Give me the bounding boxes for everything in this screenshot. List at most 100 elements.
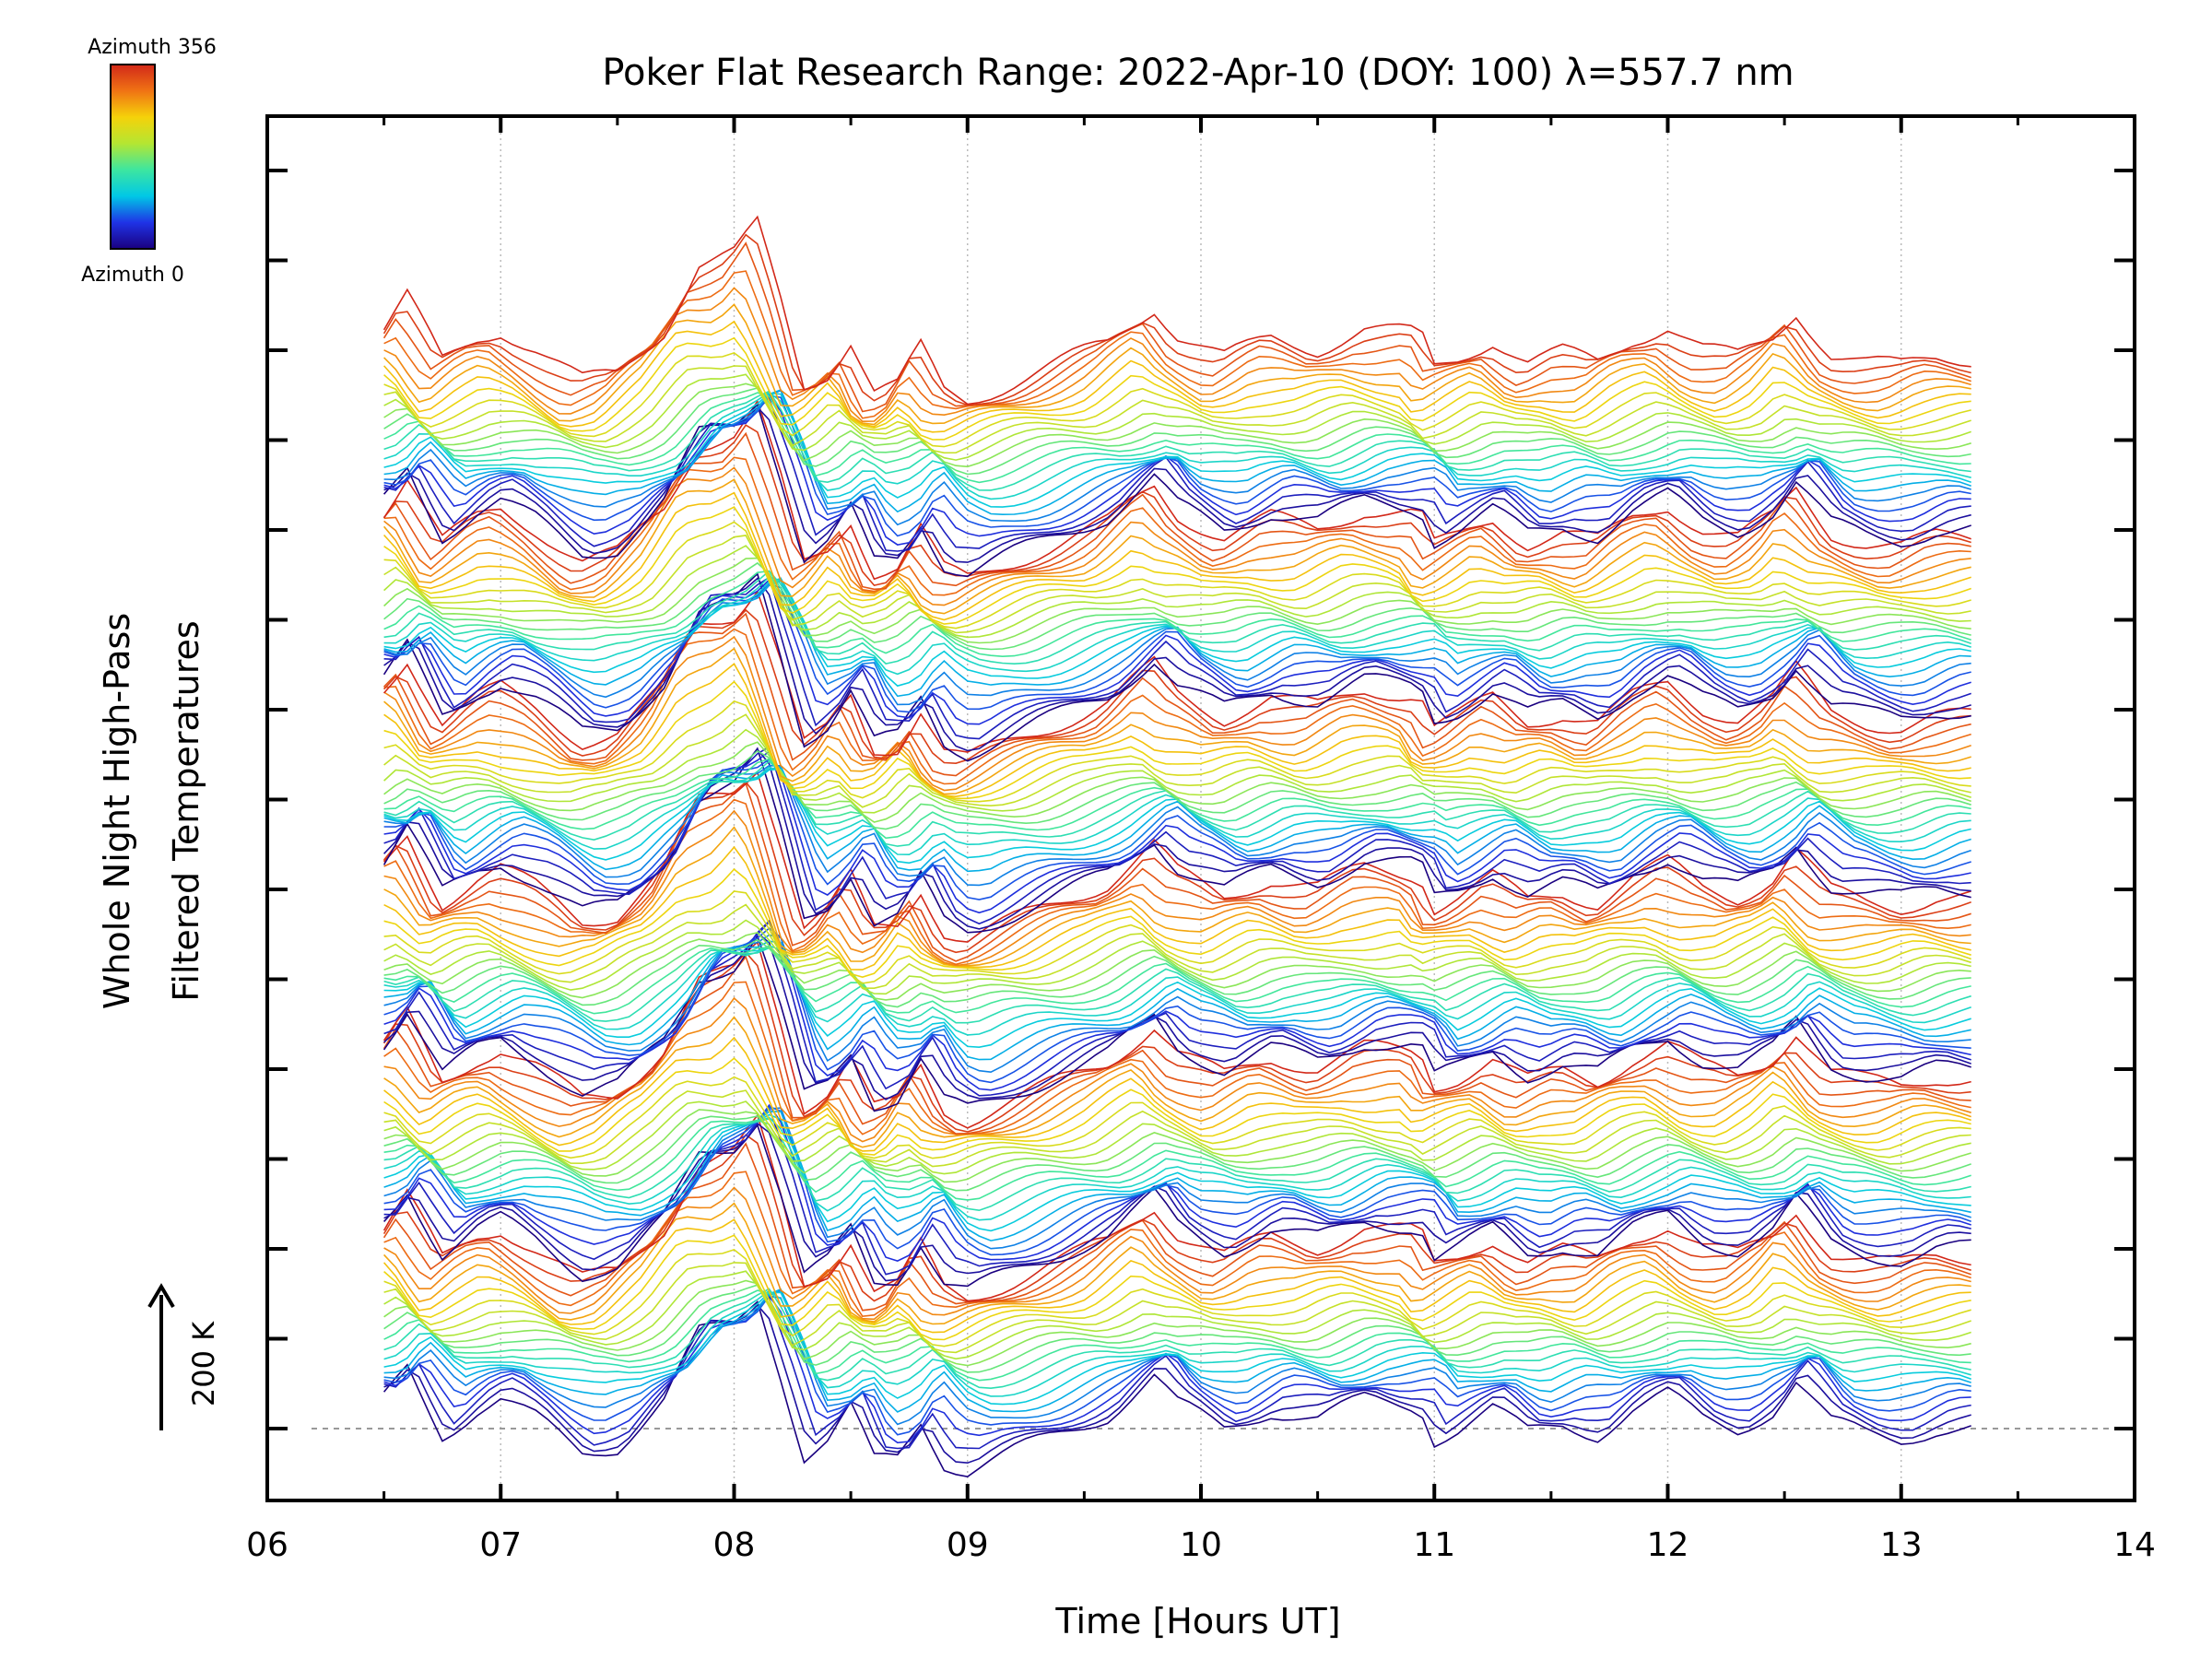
trace-67	[383, 809, 1971, 967]
trace-55	[383, 945, 1971, 1049]
trace-87	[383, 700, 1971, 803]
trace-133	[383, 373, 1971, 461]
trace-121	[383, 406, 1971, 563]
trace-34	[383, 1119, 1971, 1201]
y-axis-label-line2: Filtered Temperatures	[166, 620, 206, 1001]
trace-76	[383, 758, 1971, 900]
scale-bar-arrowhead	[147, 1283, 175, 1309]
trace-143	[382, 215, 1971, 406]
trace-134	[383, 365, 1971, 454]
colorbar-bottom-label: Azimuth 0	[81, 264, 184, 287]
trace-70	[382, 781, 1971, 954]
trace-36	[383, 1109, 1971, 1183]
trace-37	[383, 1100, 1971, 1175]
trace-84	[383, 741, 1971, 823]
trace-10	[383, 1289, 1971, 1382]
trace-117	[382, 431, 1971, 591]
x-tick-label: 11	[1413, 1526, 1455, 1564]
trace-108	[383, 557, 1971, 644]
trace-111	[383, 521, 1971, 629]
trace-94	[383, 608, 1971, 765]
colorbar	[110, 64, 156, 250]
trace-90	[383, 647, 1971, 795]
trace-64	[383, 867, 1971, 979]
trace-91	[383, 635, 1971, 792]
trace-39	[383, 1076, 1971, 1159]
trace-120	[382, 403, 1971, 578]
trace-33	[383, 1117, 1971, 1212]
trace-53	[383, 934, 1971, 1074]
trace-75	[383, 750, 1971, 914]
trace-12	[383, 1279, 1971, 1367]
trace-112	[383, 506, 1971, 625]
trace-25	[383, 1122, 1971, 1282]
trace-132	[383, 382, 1971, 468]
trace-17	[382, 1218, 1971, 1334]
trace-26	[383, 1106, 1971, 1276]
trace-27	[383, 1103, 1971, 1262]
trace-30	[383, 1111, 1971, 1241]
trace-32	[383, 1116, 1971, 1221]
trace-107	[383, 561, 1971, 651]
trace-115	[383, 466, 1971, 606]
trace-66	[383, 826, 1971, 967]
trace-54	[383, 940, 1971, 1061]
x-tick-label: 13	[1880, 1526, 1923, 1564]
trace-89	[383, 662, 1971, 798]
trace-72	[382, 747, 1971, 934]
trace-140	[383, 270, 1971, 419]
trace-14	[383, 1262, 1971, 1354]
x-tick-label: 14	[2113, 1526, 2156, 1564]
trace-62	[383, 903, 1971, 990]
y-ticks	[267, 169, 2135, 1430]
trace-114	[382, 478, 1971, 615]
trace-135	[383, 352, 1971, 448]
x-tick-label: 06	[246, 1526, 288, 1564]
trace-31	[383, 1113, 1971, 1232]
trace-123	[383, 394, 1971, 546]
trace-128	[383, 391, 1971, 500]
x-ticks: 06 07 08 09 10 11 12 13 14	[246, 116, 2156, 1564]
trace-98	[383, 576, 1971, 740]
trace-35	[383, 1115, 1971, 1192]
trace-131	[383, 387, 1971, 476]
trace-65	[383, 845, 1971, 971]
trace-61	[383, 919, 1971, 995]
trace-141	[382, 241, 1971, 413]
trace-45	[382, 955, 1971, 1135]
x-tick-label: 07	[479, 1526, 522, 1564]
trace-24	[383, 1124, 1971, 1288]
trace-58	[383, 947, 1971, 1015]
trace-13	[383, 1270, 1971, 1360]
trace-142	[382, 233, 1971, 406]
trace-138	[383, 303, 1971, 426]
trace-18	[383, 1202, 1971, 1325]
x-tick-label: 10	[1180, 1526, 1222, 1564]
trace-8	[383, 1289, 1971, 1397]
trace-110	[383, 535, 1971, 634]
trace-74	[383, 745, 1971, 925]
trace-92	[383, 628, 1971, 785]
trace-9	[383, 1288, 1971, 1390]
trace-85	[383, 728, 1971, 814]
trace-102	[383, 577, 1971, 698]
trace-105	[383, 570, 1971, 665]
trace-113	[383, 491, 1971, 621]
trace-57	[383, 946, 1971, 1024]
trace-51	[383, 921, 1971, 1091]
trace-63	[383, 890, 1971, 984]
trace-1	[383, 1303, 1971, 1465]
trace-50	[383, 919, 1971, 1097]
trace-23	[382, 1113, 1971, 1302]
trace-22	[382, 1134, 1971, 1303]
trace-136	[383, 336, 1971, 441]
trace-95	[382, 590, 1971, 757]
trace-29	[383, 1107, 1971, 1250]
trace-15	[383, 1249, 1971, 1347]
trace-116	[383, 456, 1971, 596]
trace-stack	[382, 215, 1971, 1478]
trace-130	[383, 392, 1971, 484]
trace-129	[383, 390, 1971, 491]
trace-38	[383, 1089, 1971, 1168]
